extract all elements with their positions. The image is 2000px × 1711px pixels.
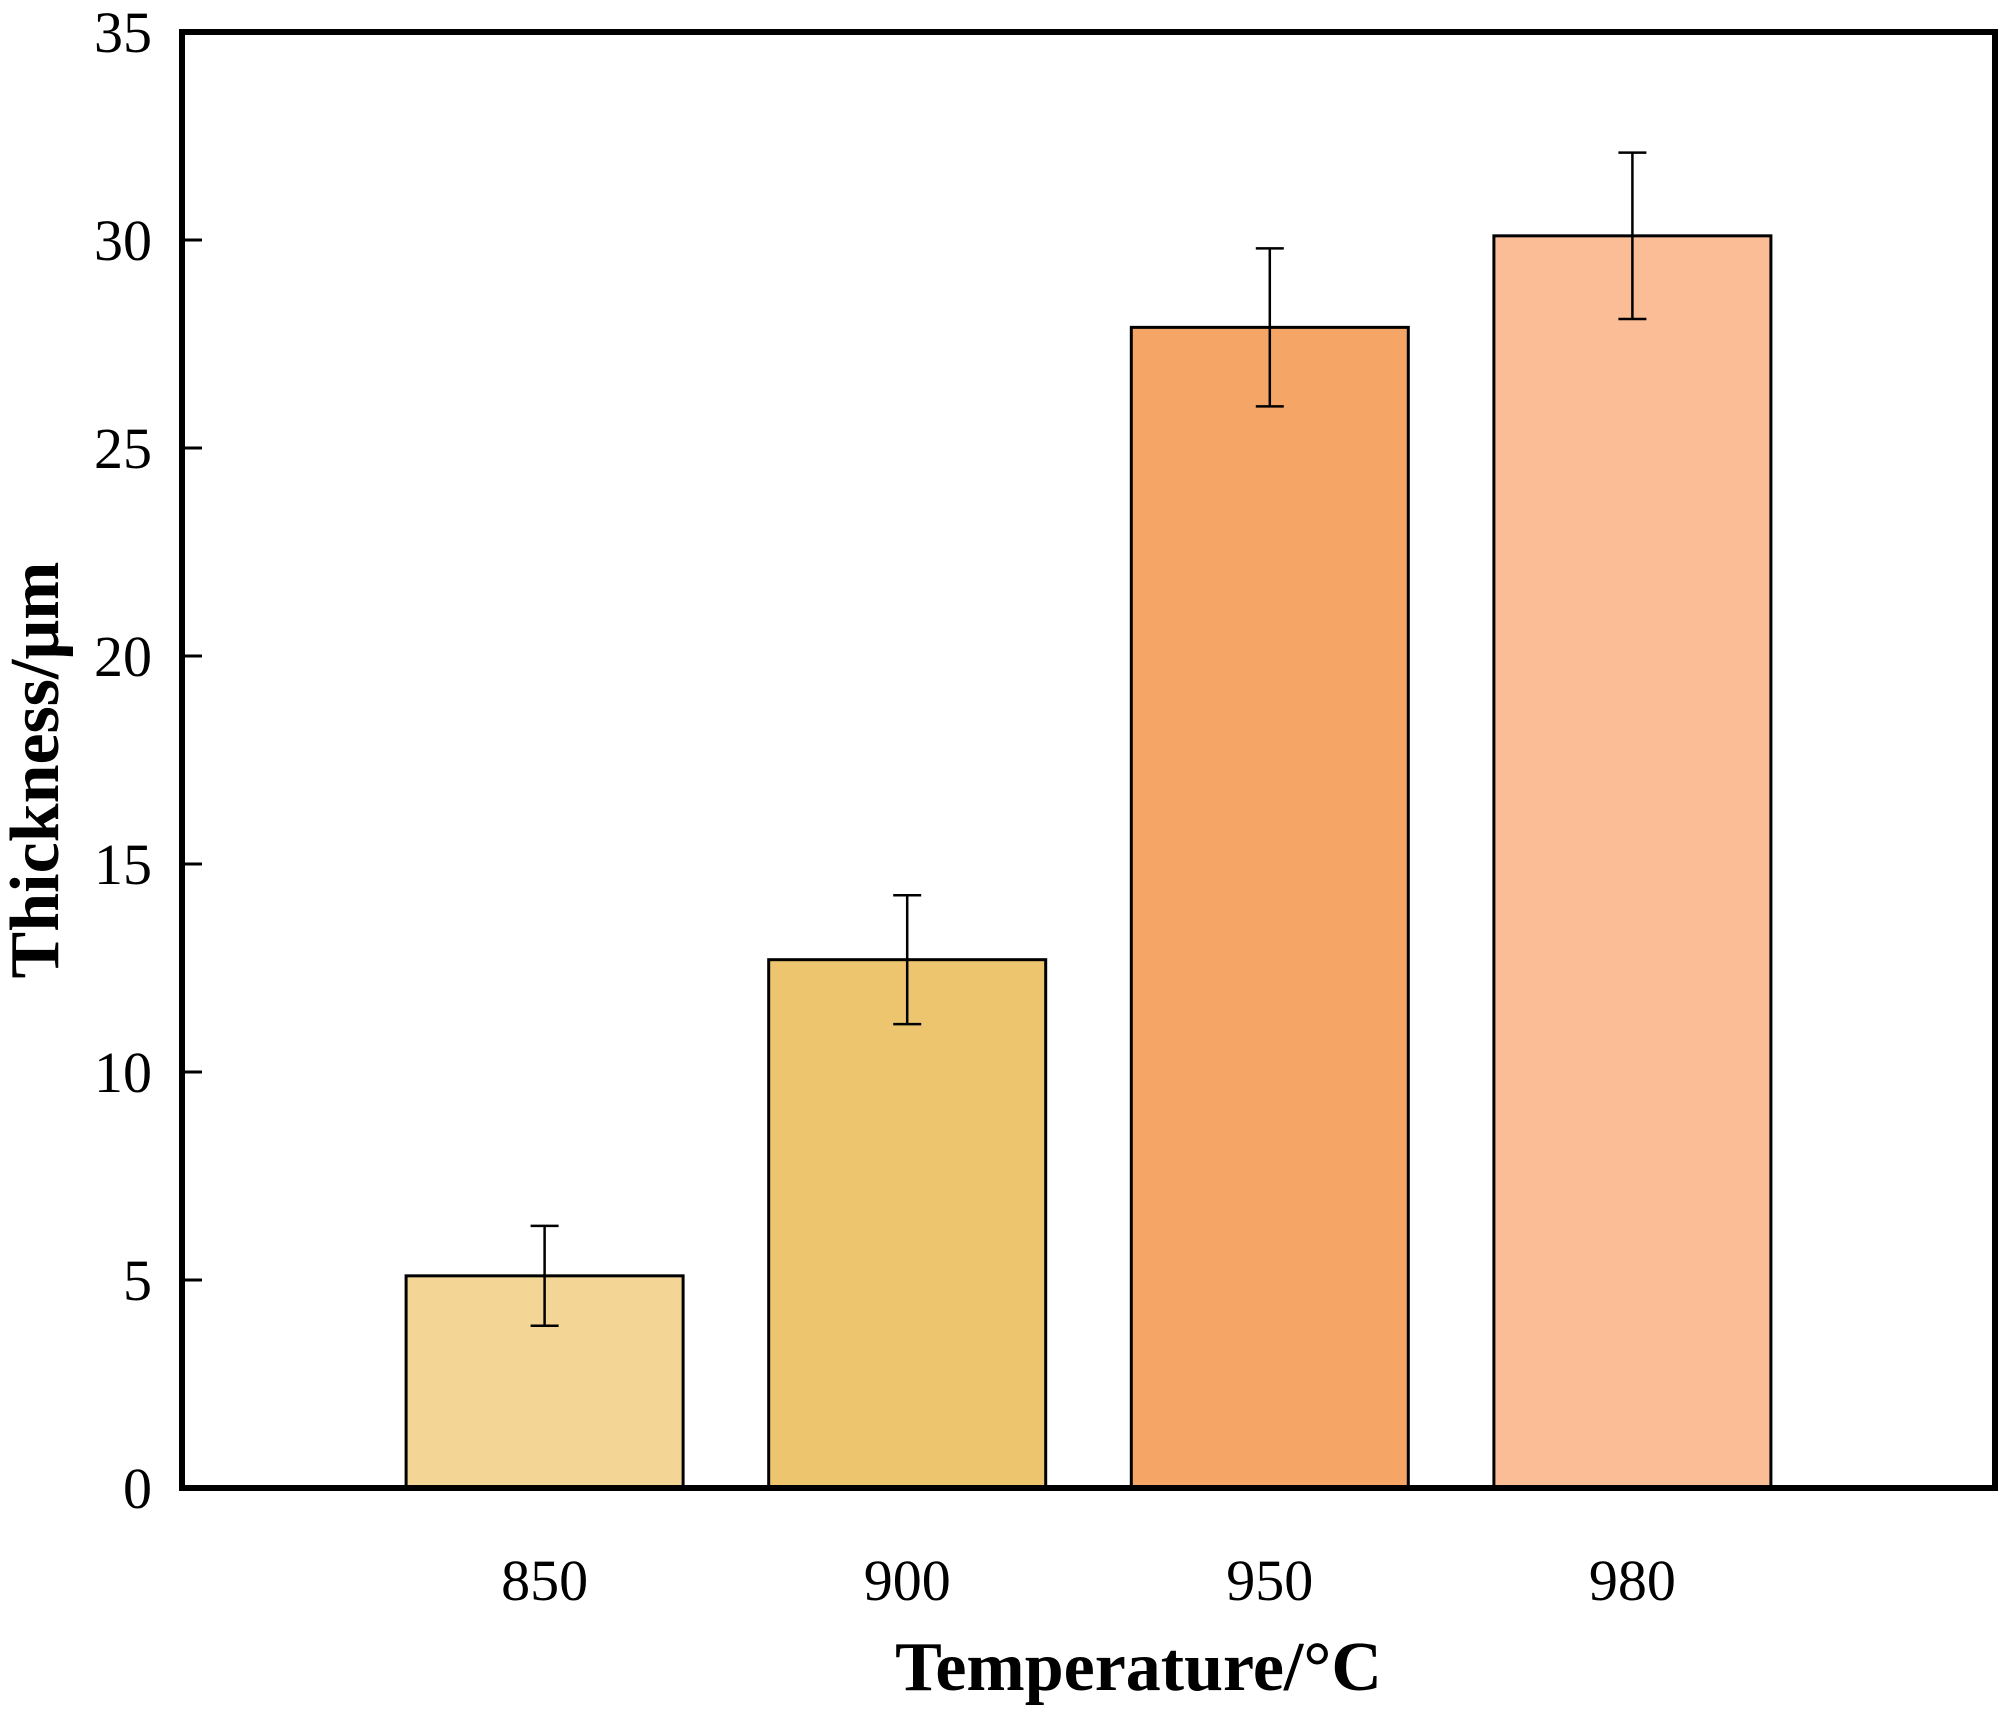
- x-tick-label: 980: [1589, 1548, 1676, 1613]
- y-tick-label: 20: [94, 624, 152, 689]
- bars-layer: [404, 234, 1773, 1490]
- y-tick-label: 5: [123, 1248, 152, 1313]
- error-bar-900: [893, 893, 922, 1026]
- error-bar-850: [530, 1224, 559, 1328]
- bar-950: [1129, 325, 1410, 1490]
- x-tick-label: 850: [501, 1548, 588, 1613]
- y-tick-label: 15: [94, 832, 152, 897]
- bar-980: [1492, 234, 1773, 1490]
- x-axis-title: Temperature/°C: [895, 1629, 1382, 1706]
- bar-900: [767, 958, 1048, 1490]
- x-tick-label: 950: [1226, 1548, 1313, 1613]
- x-axis: 850 900 950 980: [501, 1548, 1676, 1613]
- y-tick-label: 25: [94, 416, 152, 481]
- plot-frame: [179, 29, 1998, 1491]
- y-tick-label: 35: [94, 0, 152, 65]
- error-bar-980: [1618, 151, 1647, 321]
- y-axis-title: Thickness/μm: [0, 562, 74, 979]
- y-tick-label: 30: [94, 208, 152, 273]
- y-tick-label: 0: [123, 1456, 152, 1521]
- error-bars-layer: [530, 151, 1647, 1328]
- y-axis: 0 5 10 15 20 25 30 35: [94, 0, 202, 1521]
- y-tick-label: 10: [94, 1040, 152, 1105]
- x-tick-label: 900: [864, 1548, 951, 1613]
- error-bar-950: [1255, 247, 1284, 408]
